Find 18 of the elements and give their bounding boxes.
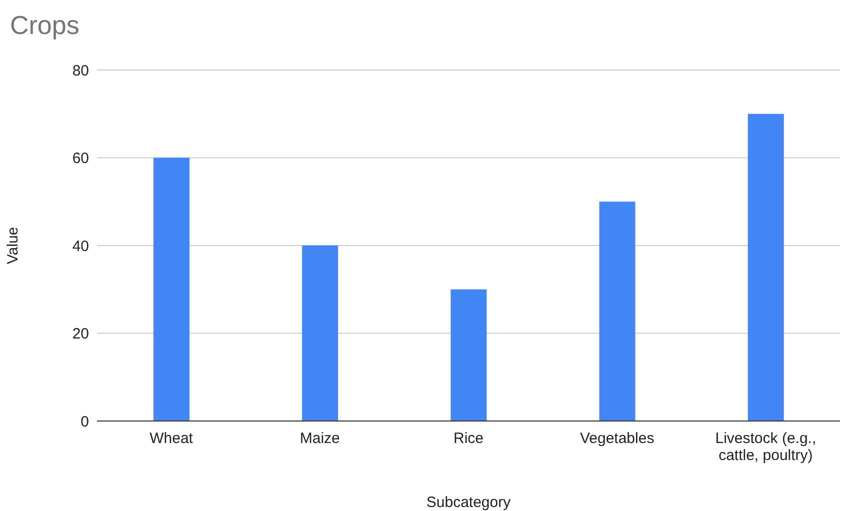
y-tick-label: 80 [72,62,89,80]
bar [748,114,784,421]
x-tick-label: Vegetables [580,430,654,447]
x-tick-label: Maize [300,430,340,447]
chart-title: Crops [10,10,80,41]
bar [599,202,636,421]
x-tick-label: Rice [453,430,484,447]
bar [450,289,487,421]
x-tick-label: Wheat [150,430,194,447]
x-tick-label: Livestock (e.g., cattle, poultry) [715,430,816,464]
x-axis-title: Subcategory [426,494,512,511]
y-tick-label: 40 [72,238,89,255]
y-tick-label: 0 [80,413,89,430]
bar [153,158,190,421]
y-tick-label: 20 [72,326,89,343]
y-tick-label: 60 [72,150,89,168]
y-axis-title: Value [4,226,22,264]
bar [302,246,338,421]
